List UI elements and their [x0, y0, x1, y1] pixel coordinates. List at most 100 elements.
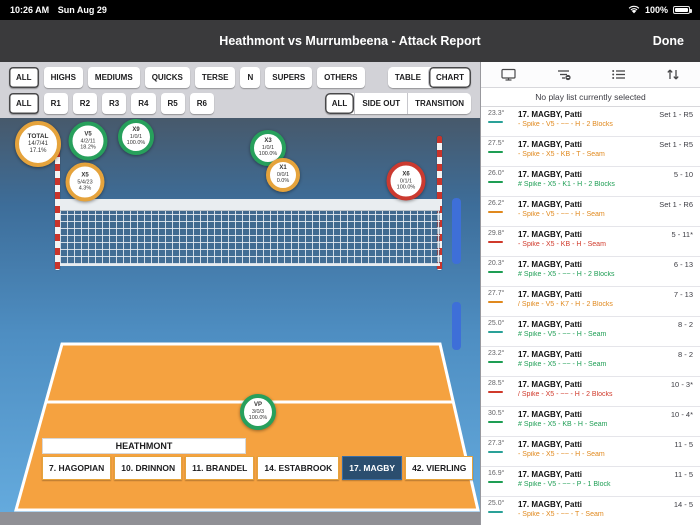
play-list-item[interactable]: 26.0° 17. MAGBY, Patti # Spike - X5 - K1 -… [481, 167, 700, 197]
stat-percent: 0.0% [276, 178, 290, 185]
play-main: 17. MAGBY, Patti # Spike - X5 - ~~ - H - … [518, 350, 674, 376]
player-button-11-brandel[interactable]: 11. BRANDEL [185, 456, 255, 480]
court-stat-x6[interactable]: X6 0/1/1 100.0% [386, 161, 426, 201]
stat-label: X9 [132, 127, 140, 134]
play-list-item[interactable]: 25.0° 17. MAGBY, Patti - Spike - X5 - ~~ -… [481, 497, 700, 525]
display-icon[interactable] [501, 68, 516, 81]
play-main: 17. MAGBY, Patti - Spike - X5 - KB - T - … [518, 140, 655, 166]
play-main: 17. MAGBY, Patti - Spike - X5 - ~~ - H - … [518, 440, 670, 466]
court-stat-vp[interactable]: VP 3/0/3 100.0% [240, 394, 276, 430]
report-pane: ALL HIGHS MEDIUMS QUICKS TERSE N SUPERS OTHERS … [0, 62, 480, 525]
filter-rotation-r4[interactable]: R4 [131, 92, 156, 114]
status-right: 100% [628, 5, 692, 16]
filter-icon[interactable] [556, 68, 571, 81]
phase-toggle-side-out[interactable]: SIDE OUT [354, 92, 408, 114]
play-list-item[interactable]: 20.3° 17. MAGBY, Patti # Spike - X5 - ~~ -… [481, 257, 700, 287]
filter-rotation-r2[interactable]: R2 [72, 92, 98, 114]
trajectory-line [488, 481, 503, 483]
stat-value: 0/1/1 [399, 178, 413, 185]
phase-toggle-transition[interactable]: TRANSITION [407, 92, 471, 114]
stat-percent: 17.1% [29, 147, 47, 154]
play-set-score: 11 - 5 [674, 440, 693, 449]
player-button-10-drinnon[interactable]: 10. DRINNON [114, 456, 183, 480]
filter-rotation-all[interactable]: ALL [9, 92, 39, 114]
play-list-item[interactable]: 29.8° 17. MAGBY, Patti - Spike - X5 - KB -… [481, 227, 700, 257]
rotation-buttons: ALL R1 R2 R3 R4 R5 R6 [9, 92, 214, 114]
trajectory-line [488, 301, 503, 303]
play-list-item[interactable]: 27.7° 17. MAGBY, Patti / Spike - V5 - K7 -… [481, 287, 700, 317]
nav-bar: Heathmont vs Murrumbeena - Attack Report… [0, 20, 700, 62]
play-set-score: Set 1 - R6 [659, 200, 693, 209]
play-list-item[interactable]: 23.3° 17. MAGBY, Patti - Spike - V5 - ~~ -… [481, 107, 700, 137]
view-toggle-chart[interactable]: CHART [428, 66, 471, 88]
filter-rotation-r1[interactable]: R1 [43, 92, 68, 114]
play-set-score: 8 - 2 [677, 350, 693, 359]
filter-rotation-r5[interactable]: R5 [160, 92, 185, 114]
play-list-item[interactable]: 28.5° 17. MAGBY, Patti / Spike - X5 - ~~ -… [481, 377, 700, 407]
team-label: HEATHMONT [42, 438, 246, 454]
filter-attack-quicks[interactable]: QUICKS [144, 66, 190, 88]
stat-percent: 100.0% [396, 184, 416, 191]
play-player-name: 17. MAGBY, Patti [518, 440, 583, 449]
court-stat-x5[interactable]: X5 5/4/23 4.3% [65, 162, 105, 202]
court-stat-total[interactable]: TOTAL 14/7/41 17.1% [15, 121, 61, 167]
play-main: 17. MAGBY, Patti - Spike - V5 - ~~ - H - … [518, 200, 655, 226]
filter-attack-all[interactable]: ALL [9, 66, 39, 88]
play-set-score: Set 1 - R5 [659, 110, 693, 119]
play-list-item[interactable]: 16.9° 17. MAGBY, Patti # Spike - V5 - ~~ -… [481, 467, 700, 497]
play-angle: 25.0° [488, 500, 505, 507]
play-list-item[interactable]: 27.5° 17. MAGBY, Patti - Spike - X5 - KB -… [481, 137, 700, 167]
play-main: 17. MAGBY, Patti / Spike - X5 - ~~ - H - … [518, 380, 667, 406]
play-list-item[interactable]: 26.2° 17. MAGBY, Patti - Spike - V5 - ~~ -… [481, 197, 700, 227]
play-player-name: 17. MAGBY, Patti [518, 290, 583, 299]
play-angle-cell: 26.2° [488, 200, 518, 226]
play-angle: 30.5° [488, 410, 505, 417]
play-detail: - Spike - X5 - KB - T - Seam [518, 150, 605, 158]
play-list-item[interactable]: 30.5° 17. MAGBY, Patti # Spike - X5 - KB -… [481, 407, 700, 437]
stat-label: X6 [402, 171, 410, 178]
player-button-17-magby[interactable]: 17. MAGBY [342, 456, 403, 480]
filter-attack-n[interactable]: N [240, 66, 261, 88]
filter-attack-mediums[interactable]: MEDIUMS [87, 66, 140, 88]
player-button-7-hagopian[interactable]: 7. HAGOPIAN [42, 456, 112, 480]
play-main: 17. MAGBY, Patti # Spike - X5 - K1 - H - … [518, 170, 670, 196]
court-stat-v5[interactable]: V5 4/2/11 18.2% [68, 121, 108, 161]
play-list-item[interactable]: 23.2° 17. MAGBY, Patti # Spike - X5 - ~~ -… [481, 347, 700, 377]
sort-icon[interactable] [666, 68, 680, 81]
play-angle-cell: 25.0° [488, 320, 518, 346]
bottom-strip [0, 512, 480, 525]
play-detail: # Spike - X5 - ~~ - H - Seam [518, 360, 607, 368]
play-list-item[interactable]: 25.0° 17. MAGBY, Patti # Spike - V5 - ~~ -… [481, 317, 700, 347]
filter-attack-supers[interactable]: SUPERS [265, 66, 313, 88]
trajectory-line [488, 451, 503, 453]
play-angle: 26.0° [488, 170, 505, 177]
phase-toggle-all[interactable]: ALL [324, 92, 355, 114]
trajectory-line [488, 331, 503, 333]
play-set-score: 5 - 11* [671, 230, 693, 239]
filter-rotation-r6[interactable]: R6 [189, 92, 214, 114]
phase-toggle: ALL SIDE OUT TRANSITION [324, 92, 471, 114]
court-stat-x9[interactable]: X9 1/0/1 100.0% [118, 119, 154, 155]
net-top-band [60, 199, 440, 211]
filter-attack-terse[interactable]: TERSE [194, 66, 236, 88]
play-detail: # Spike - V5 - ~~ - H - Seam [518, 330, 607, 338]
done-button[interactable]: Done [652, 34, 684, 48]
playlist-icon[interactable] [611, 68, 626, 81]
play-list-item[interactable]: 27.3° 17. MAGBY, Patti - Spike - X5 - ~~ -… [481, 437, 700, 467]
trajectory-line [488, 121, 503, 123]
court-stat-x1[interactable]: X1 0/0/1 0.0% [266, 158, 300, 192]
play-set-score: 8 - 2 [677, 320, 693, 329]
page-title: Heathmont vs Murrumbeena - Attack Report [219, 34, 481, 48]
play-player-name: 17. MAGBY, Patti [518, 200, 583, 209]
player-button-14-estabrook[interactable]: 14. ESTABROOK [257, 456, 340, 480]
play-angle-cell: 26.0° [488, 170, 518, 196]
view-toggle-table[interactable]: TABLE [387, 66, 428, 88]
player-button-42-vierling[interactable]: 42. VIERLING [405, 456, 474, 480]
play-detail: - Spike - V5 - ~~ - H - 2 Blocks [518, 120, 613, 128]
play-set-score: 10 - 4* [670, 410, 693, 419]
status-date: Sun Aug 29 [57, 5, 107, 15]
filter-rotation-r3[interactable]: R3 [102, 92, 127, 114]
filter-attack-highs[interactable]: HIGHS [43, 66, 83, 88]
filter-bar: ALL HIGHS MEDIUMS QUICKS TERSE N SUPERS OTHERS … [0, 62, 480, 118]
filter-attack-others[interactable]: OTHERS [317, 66, 365, 88]
